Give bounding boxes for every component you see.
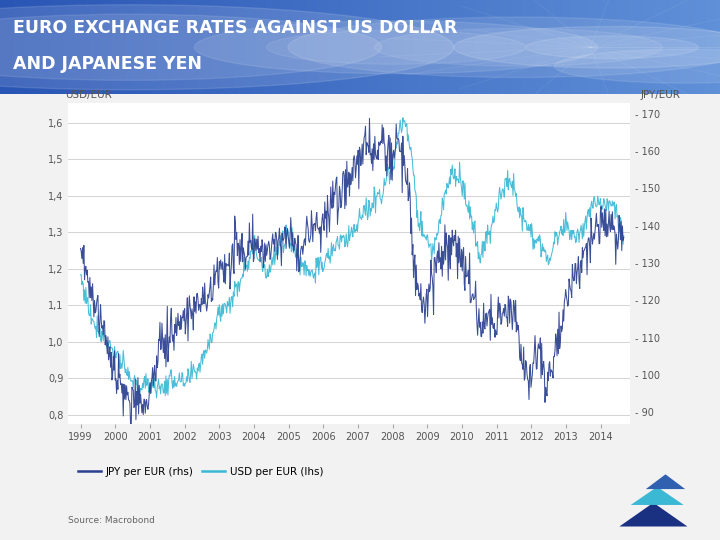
Circle shape [0, 14, 382, 80]
Circle shape [194, 21, 598, 74]
Text: AND JAPANESE YEN: AND JAPANESE YEN [13, 55, 202, 73]
Polygon shape [631, 487, 684, 505]
Circle shape [0, 5, 454, 90]
Text: USD/EUR: USD/EUR [65, 90, 112, 100]
Circle shape [288, 17, 720, 77]
Legend: JPY per EUR (rhs), USD per EUR (lhs): JPY per EUR (rhs), USD per EUR (lhs) [73, 462, 328, 481]
Polygon shape [646, 474, 685, 489]
Circle shape [526, 36, 698, 58]
Circle shape [266, 30, 526, 64]
Circle shape [554, 49, 720, 83]
Circle shape [374, 28, 662, 66]
Text: EURO EXCHANGE RATES AGAINST US DOLLAR: EURO EXCHANGE RATES AGAINST US DOLLAR [13, 19, 457, 37]
Polygon shape [619, 503, 688, 526]
Text: JPY/EUR: JPY/EUR [641, 90, 680, 100]
Circle shape [454, 26, 720, 68]
Text: Source: Macrobond: Source: Macrobond [68, 516, 156, 525]
